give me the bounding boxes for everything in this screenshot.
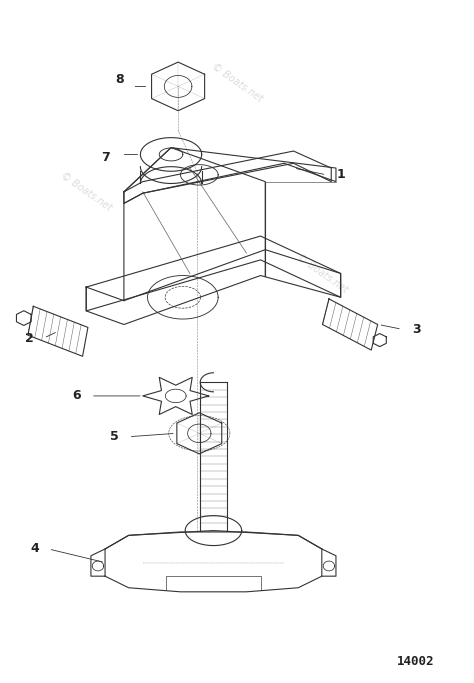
Text: 14002: 14002 — [397, 655, 435, 668]
Text: 5: 5 — [110, 430, 119, 443]
Text: 1: 1 — [336, 168, 345, 182]
Text: 8: 8 — [115, 73, 124, 86]
Text: 4: 4 — [30, 542, 39, 555]
Text: 3: 3 — [412, 323, 420, 336]
Text: © Boats.net: © Boats.net — [294, 252, 349, 294]
Text: 2: 2 — [25, 332, 34, 345]
Text: © Boats.net: © Boats.net — [210, 61, 264, 104]
Text: 7: 7 — [100, 152, 109, 165]
Text: 6: 6 — [73, 389, 81, 402]
Text: © Boats.net: © Boats.net — [59, 171, 114, 213]
